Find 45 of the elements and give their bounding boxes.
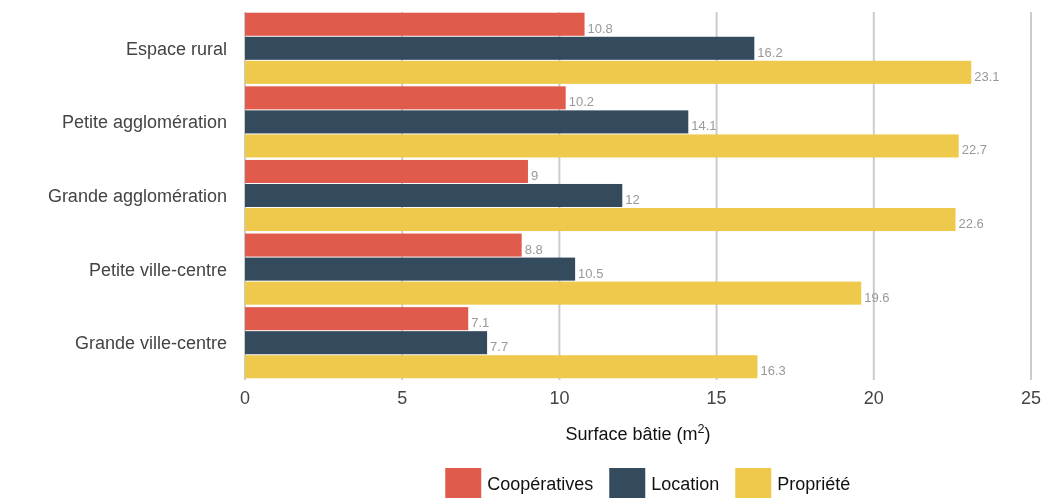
data-label: 16.2	[757, 44, 783, 60]
bar	[245, 110, 689, 134]
y-tick-label: Petite agglomération	[61, 112, 227, 133]
bar	[245, 60, 972, 84]
bar	[245, 183, 623, 208]
data-label: 10.5	[578, 265, 604, 281]
data-label: 10.8	[587, 20, 613, 36]
data-label: 22.6	[958, 216, 984, 232]
data-label: 12	[625, 192, 640, 208]
x-tick-label: 25	[1020, 388, 1042, 408]
data-label: 22.7	[961, 142, 987, 158]
bar	[245, 36, 755, 60]
data-label: 14.1	[691, 118, 717, 134]
x-axis-title: Surface bâtie (m$^{2}$)	[565, 422, 711, 444]
bar	[245, 233, 522, 257]
bar	[245, 134, 959, 158]
data-label: 19.6	[864, 289, 890, 305]
y-tick-label: Espace rural	[125, 38, 227, 59]
bar	[245, 257, 576, 281]
y-tick-label: Petite ville-centre	[88, 259, 227, 280]
x-tick-label: 20	[863, 388, 884, 408]
x-tick-label: 5	[397, 388, 408, 408]
data-label: 9	[530, 167, 539, 183]
bar	[245, 331, 488, 355]
data-label: 23.1	[974, 68, 1000, 84]
data-label: 10.2	[568, 94, 594, 110]
x-tick-label: 15	[706, 388, 727, 408]
bar	[245, 355, 758, 379]
y-tick-label: Grande ville-centre	[74, 333, 227, 354]
bar	[245, 159, 528, 183]
data-label: 8.8	[524, 241, 543, 257]
legend-label: Location	[651, 474, 720, 494]
bar	[245, 12, 585, 36]
bar	[245, 208, 956, 232]
data-label: 16.3	[760, 363, 786, 379]
bar	[245, 307, 469, 331]
bar	[245, 281, 862, 305]
bar	[245, 86, 566, 110]
data-label: 7.7	[490, 339, 509, 355]
y-tick-label: Grande agglomération	[47, 186, 227, 206]
legend-label: Coopératives	[487, 474, 594, 494]
x-tick-label: 10	[549, 388, 570, 408]
x-tick-label: 0	[239, 388, 251, 408]
data-label: 7.1	[471, 315, 490, 331]
legend-label: Propriété	[777, 474, 851, 494]
